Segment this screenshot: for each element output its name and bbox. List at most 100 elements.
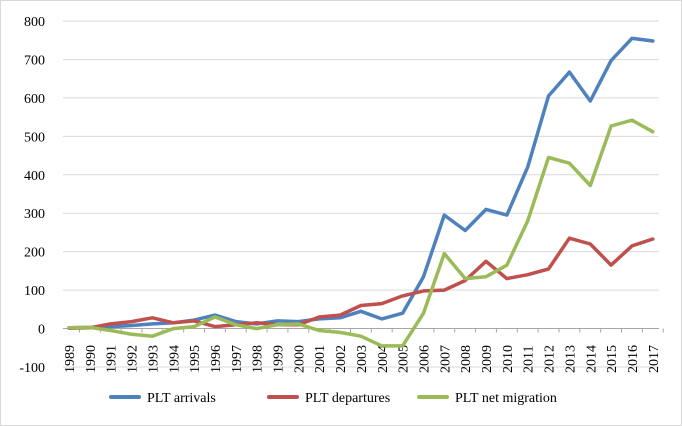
x-tick-label: 2005 xyxy=(397,345,412,373)
data-point xyxy=(484,259,488,263)
legend-label: PLT departures xyxy=(305,391,390,406)
axes: -100 0 100 200 300 400 500 600 700 800 1989 1990 199… xyxy=(19,15,664,376)
data-point xyxy=(422,311,425,315)
data-point xyxy=(526,165,530,169)
data-point xyxy=(317,329,321,332)
data-point xyxy=(130,320,133,324)
x-tick-label: 2016 xyxy=(626,345,641,373)
x-tick-label: 1996 xyxy=(209,345,224,373)
data-point xyxy=(380,317,384,321)
gridlines xyxy=(63,20,659,368)
data-point xyxy=(401,294,404,298)
data-point xyxy=(651,237,655,241)
data-point xyxy=(192,319,196,323)
x-tick-label: 2007 xyxy=(438,345,453,373)
data-point xyxy=(109,322,113,326)
data-point xyxy=(171,327,175,330)
data-point xyxy=(651,130,655,134)
data-point xyxy=(380,302,384,305)
data-point xyxy=(296,322,300,326)
x-tick-label: 1998 xyxy=(251,345,266,373)
data-point xyxy=(359,334,363,338)
x-tick-label: 2004 xyxy=(376,345,391,373)
data-point xyxy=(588,184,592,187)
y-tick-label: 800 xyxy=(24,15,45,30)
x-tick-label: 2003 xyxy=(355,345,370,373)
data-point xyxy=(568,70,571,74)
data-point xyxy=(505,213,509,217)
data-point xyxy=(338,313,342,317)
data-point xyxy=(109,329,113,332)
x-tick-label: 1997 xyxy=(230,345,245,373)
data-point xyxy=(192,325,196,329)
data-point xyxy=(630,36,634,40)
x-tick-label: 2015 xyxy=(605,345,620,373)
data-point xyxy=(380,344,384,348)
x-tick-label: 1993 xyxy=(146,345,161,373)
x-tick-label: 2000 xyxy=(292,345,307,373)
legend-label: PLT arrivals xyxy=(147,391,216,406)
data-point xyxy=(255,327,259,330)
data-point xyxy=(151,334,154,338)
data-point xyxy=(442,288,446,292)
y-tick-label: 300 xyxy=(24,207,45,222)
data-point xyxy=(401,311,404,315)
x-tick-label: 1991 xyxy=(105,345,120,373)
data-point xyxy=(609,263,613,267)
data-point xyxy=(130,332,133,336)
x-tick-label: 2010 xyxy=(501,345,516,373)
x-tick-label: 1990 xyxy=(84,345,99,373)
data-point xyxy=(588,99,592,103)
data-point xyxy=(442,252,446,255)
x-tick-label: 2006 xyxy=(417,345,432,373)
x-tick-label: 2012 xyxy=(543,345,558,373)
y-tick-label: 400 xyxy=(24,169,45,184)
y-tick-label: 100 xyxy=(24,284,45,299)
x-tick-label: 1999 xyxy=(272,345,287,373)
data-point xyxy=(276,319,279,323)
x-tick-label: 1995 xyxy=(188,345,203,373)
y-tick-label: 500 xyxy=(24,130,45,145)
data-point xyxy=(422,275,425,279)
data-point xyxy=(568,161,571,165)
data-point xyxy=(630,244,634,248)
data-point xyxy=(609,59,613,62)
x-tick-label: 2001 xyxy=(313,345,328,373)
x-tick-label: 2002 xyxy=(334,345,349,373)
x-tick-label: 2013 xyxy=(563,345,578,373)
data-point xyxy=(88,326,92,329)
data-point xyxy=(338,331,342,334)
data-point xyxy=(484,275,488,279)
x-tick-label: 2017 xyxy=(647,345,662,373)
legend: PLT arrivals PLT departures PLT net migrat… xyxy=(109,391,557,406)
x-tick-label: 2011 xyxy=(522,346,537,373)
series-lines xyxy=(67,36,655,348)
x-tick-label: 1989 xyxy=(63,345,78,373)
x-tick-label: 2008 xyxy=(459,345,474,373)
data-point xyxy=(505,277,509,280)
data-point xyxy=(547,94,550,98)
data-point xyxy=(67,326,71,330)
y-tick-label: 600 xyxy=(24,92,45,107)
series-line-plt-arrivals xyxy=(67,36,655,330)
x-tick-label: 2009 xyxy=(480,345,495,373)
data-point xyxy=(651,39,655,43)
data-point xyxy=(255,321,259,325)
data-point xyxy=(463,277,467,280)
data-point xyxy=(338,316,342,320)
data-point xyxy=(130,324,133,327)
data-point xyxy=(505,263,509,267)
data-point xyxy=(317,315,321,319)
data-point xyxy=(359,309,363,313)
data-point xyxy=(276,323,279,327)
data-point xyxy=(484,207,488,211)
legend-label: PLT net migration xyxy=(455,391,557,406)
data-point xyxy=(588,242,592,246)
x-tick-label: 1994 xyxy=(167,345,182,373)
data-point xyxy=(151,316,154,320)
data-point xyxy=(359,304,363,307)
data-point xyxy=(463,229,467,232)
y-tick-label: 700 xyxy=(24,53,45,68)
